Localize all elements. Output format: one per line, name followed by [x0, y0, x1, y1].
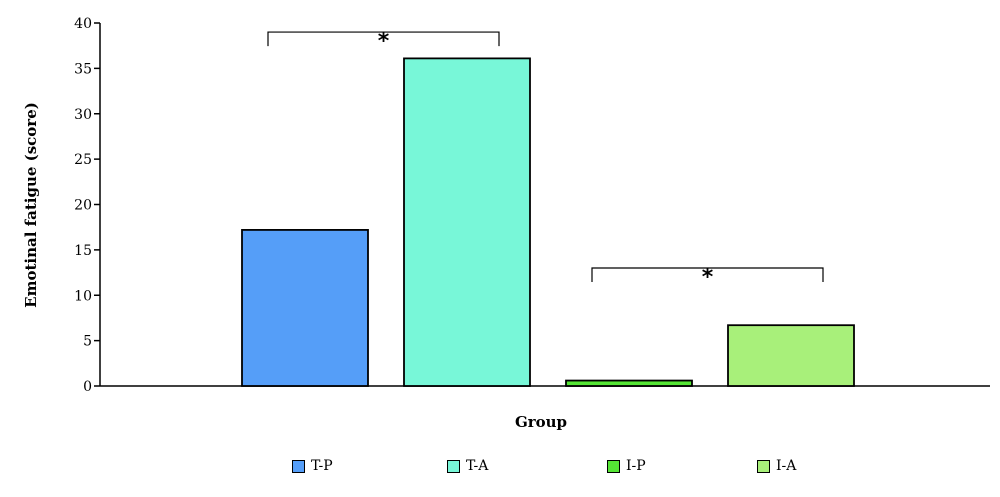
legend-item-i-a: I-A [757, 458, 796, 474]
bars [241, 57, 855, 387]
x-axis-title: Group [515, 413, 567, 431]
legend-swatch [607, 459, 620, 473]
legend: T-P T-A I-P I-A [0, 458, 1000, 482]
y-axis-title: Emotinal fatigue (score) [22, 102, 40, 308]
legend-label: I-A [776, 458, 797, 474]
significance-brackets: ** [267, 29, 824, 290]
legend-label: T-P [311, 458, 333, 474]
bar-t-p [241, 229, 369, 387]
y-tick-label: 35 [74, 61, 92, 77]
y-tick-label: 25 [74, 152, 92, 168]
y-tick-label: 15 [74, 243, 92, 259]
legend-item-i-p: I-P [607, 458, 646, 474]
legend-swatch [292, 459, 305, 473]
legend-item-t-a: T-A [447, 458, 488, 474]
bar-i-p [565, 379, 693, 387]
legend-label: I-P [626, 458, 646, 474]
bar-i-a [727, 324, 855, 387]
bar-t-a [403, 57, 531, 387]
y-tick-label: 20 [74, 198, 92, 214]
legend-swatch [757, 459, 770, 473]
legend-swatch [447, 459, 460, 473]
y-tick-label: 30 [74, 107, 92, 123]
y-tick-label: 40 [74, 16, 92, 32]
y-tick-label: 0 [83, 379, 92, 395]
y-tick-label: 5 [83, 334, 92, 350]
legend-item-t-p: T-P [292, 458, 333, 474]
significance-bracket [591, 267, 824, 283]
y-tick-label: 10 [74, 288, 92, 304]
legend-label: T-A [466, 458, 489, 474]
significance-bracket [267, 31, 500, 47]
significance-star: * [378, 29, 390, 54]
significance-star: * [702, 265, 714, 290]
